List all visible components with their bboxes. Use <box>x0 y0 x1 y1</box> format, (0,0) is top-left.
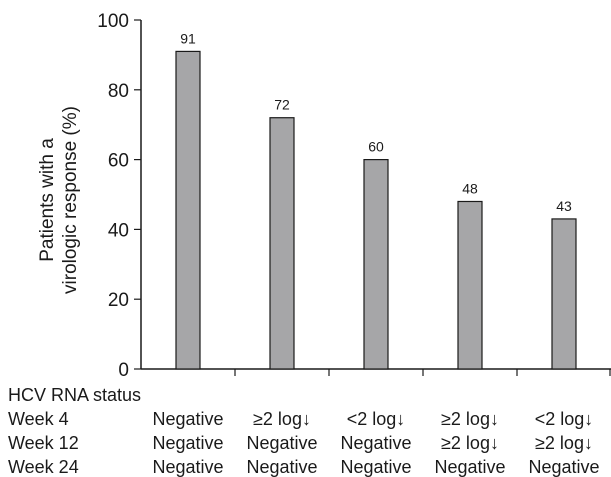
y-tick-label: 100 <box>97 11 129 32</box>
bar-value-label: 43 <box>556 198 572 214</box>
status-cell: ≥2 log↓ <box>441 409 499 429</box>
status-cell: <2 log↓ <box>534 409 594 429</box>
status-cell: Negative <box>152 409 224 429</box>
status-cell: Negative <box>246 433 318 453</box>
status-table-title: HCV RNA status <box>8 385 142 405</box>
bar-value-label: 91 <box>180 30 196 46</box>
bar <box>269 117 295 370</box>
status-cell: Negative <box>528 457 600 477</box>
y-axis-label-line-2: virologic response (%) <box>60 106 81 294</box>
status-row-label: Week 4 <box>8 409 69 429</box>
y-tick-label: 60 <box>108 151 129 172</box>
y-axis-label: Patients with a virologic response (%) <box>37 106 81 294</box>
bars <box>175 50 577 370</box>
status-cell: Negative <box>340 457 412 477</box>
bar <box>175 50 201 370</box>
status-cell: ≥2 log↓ <box>441 433 499 453</box>
bar-value-label: 48 <box>462 180 478 196</box>
status-cell: <2 log↓ <box>346 409 406 429</box>
bar <box>551 218 577 370</box>
y-axis-label-line-1: Patients with a <box>37 138 58 262</box>
bar <box>457 200 483 370</box>
status-cell: Negative <box>340 433 412 453</box>
status-cell: Negative <box>152 433 224 453</box>
bar-value-label: 60 <box>368 139 384 155</box>
bar-value-label: 72 <box>274 97 290 113</box>
status-cell: ≥2 log↓ <box>535 433 593 453</box>
y-tick-label: 80 <box>108 81 129 102</box>
y-axis-ticks: 0 20 40 60 80 100 <box>97 11 141 381</box>
status-row-label: Week 12 <box>8 433 79 453</box>
bar <box>363 159 389 370</box>
y-tick-label: 20 <box>108 290 129 311</box>
status-cell: Negative <box>246 457 318 477</box>
y-tick-label: 0 <box>118 360 129 381</box>
status-cell: ≥2 log↓ <box>253 409 311 429</box>
y-tick-label: 40 <box>108 220 129 241</box>
status-cell: Negative <box>152 457 224 477</box>
data-labels: 91 72 60 48 43 <box>180 30 572 214</box>
status-row-label: Week 24 <box>8 457 79 477</box>
status-cell: Negative <box>434 457 506 477</box>
